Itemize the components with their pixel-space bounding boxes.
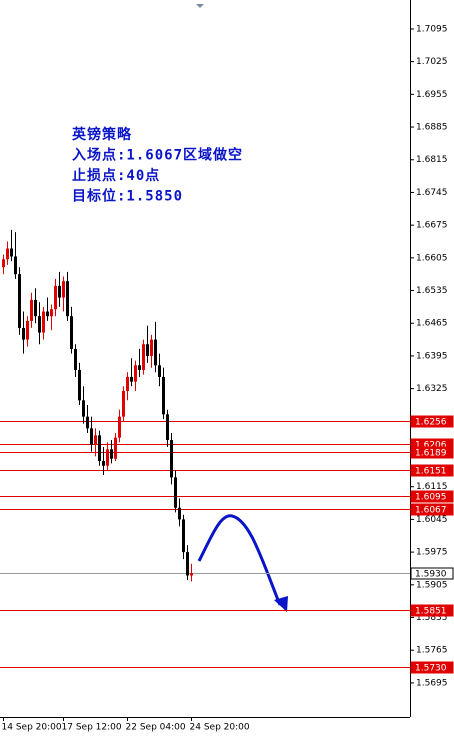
candle-body <box>6 248 9 260</box>
candle-body <box>58 285 61 298</box>
candle-body <box>14 256 17 275</box>
candle-body <box>190 573 193 576</box>
level-label: 1.6189 <box>415 449 447 459</box>
annotation-line: 目标位:1.5850 <box>72 188 183 205</box>
level-label: 1.6067 <box>415 506 447 516</box>
candle-body <box>54 285 57 310</box>
candle-body <box>30 299 33 321</box>
candle-body <box>62 281 65 298</box>
candle-body <box>46 311 49 317</box>
candle-body <box>42 311 45 333</box>
level-label: 1.6151 <box>415 467 447 477</box>
y-tick-label: 1.6675 <box>416 221 448 231</box>
candle-body <box>166 414 169 441</box>
y-tick-label: 1.5765 <box>416 646 448 656</box>
candle-body <box>34 299 37 317</box>
candle-body <box>66 281 69 317</box>
candle-body <box>50 309 53 317</box>
candle-body <box>126 376 129 391</box>
candle-body <box>130 376 133 382</box>
y-tick-label: 1.6115 <box>416 482 448 492</box>
candle-body <box>182 519 185 553</box>
y-tick-label: 1.5695 <box>416 678 448 688</box>
candle-body <box>18 274 21 328</box>
y-tick-label: 1.6745 <box>416 188 448 198</box>
y-tick-label: 1.6465 <box>416 319 448 329</box>
candle-body <box>110 449 113 459</box>
y-tick-label: 1.6605 <box>416 253 448 263</box>
x-tick-label: 24 Sep 20:00 <box>190 723 250 733</box>
level-label-box <box>410 503 454 516</box>
candle-body <box>134 365 137 382</box>
level-label-box <box>410 661 454 674</box>
candle-body <box>146 344 149 356</box>
candle-body <box>106 449 109 466</box>
candle-body <box>98 435 101 462</box>
y-tick-label: 1.6395 <box>416 351 448 361</box>
candle-body <box>158 365 161 377</box>
x-tick-label: 17 Sep 12:00 <box>62 723 122 733</box>
candle-body <box>70 316 73 349</box>
candle-body <box>90 428 93 445</box>
candle-body <box>74 348 77 370</box>
forecast-arrow <box>197 514 282 606</box>
candle-body <box>174 477 177 508</box>
candle-body <box>114 437 117 459</box>
candle-body <box>94 435 97 445</box>
candle-body <box>186 552 189 576</box>
candle-body <box>22 327 25 340</box>
y-tick-label: 1.6535 <box>416 286 448 296</box>
level-label-box <box>410 490 454 503</box>
candle-body <box>2 259 5 268</box>
y-tick-label: 1.5975 <box>416 548 448 558</box>
x-tick-label: 14 Sep 20:00 <box>2 723 62 733</box>
level-label: 1.6095 <box>415 493 447 503</box>
candle-body <box>150 339 153 356</box>
y-tick-label: 1.5835 <box>416 613 448 623</box>
y-tick-label: 1.6045 <box>416 515 448 525</box>
candle-body <box>142 344 145 370</box>
candle-body <box>10 248 13 257</box>
level-label-box <box>410 446 454 459</box>
level-label: 1.5730 <box>415 664 447 674</box>
candle-body <box>38 316 41 333</box>
y-tick-label: 1.6885 <box>416 123 448 133</box>
candle-body <box>170 440 173 478</box>
x-tick-label: 22 Sep 04:00 <box>126 723 186 733</box>
level-label: 1.6206 <box>415 441 447 451</box>
candle-body <box>86 416 89 429</box>
y-tick-label: 1.6955 <box>416 90 448 100</box>
level-label-box <box>410 464 454 477</box>
candle-body <box>154 339 157 366</box>
candle-body <box>26 320 29 340</box>
candle-body <box>178 507 181 520</box>
candle-body <box>138 365 141 370</box>
y-tick-label: 1.5905 <box>416 580 448 590</box>
candle-body <box>78 369 81 401</box>
level-label-box <box>410 415 454 428</box>
candle-body <box>122 390 125 417</box>
level-label-box <box>410 567 454 580</box>
arrow-head <box>274 596 288 612</box>
level-label-box <box>410 604 454 617</box>
level-label: 1.5930 <box>415 570 447 580</box>
annotation-line: 止损点:40点 <box>72 167 160 184</box>
candle-body <box>162 376 165 415</box>
annotation-line: 英镑策略 <box>71 126 132 143</box>
candle-body <box>102 461 105 466</box>
y-tick-label: 1.6325 <box>416 384 448 394</box>
level-label: 1.5851 <box>415 607 447 617</box>
candle-body <box>118 416 121 438</box>
candle-body <box>82 400 85 417</box>
level-label: 1.6256 <box>415 418 447 428</box>
shift-marker <box>196 4 204 8</box>
y-tick-label: 1.6815 <box>416 155 448 165</box>
y-tick-label: 1.7025 <box>416 57 448 67</box>
y-tick-label: 1.7095 <box>416 24 448 34</box>
annotation-line: 入场点:1.6067区域做空 <box>72 147 243 164</box>
